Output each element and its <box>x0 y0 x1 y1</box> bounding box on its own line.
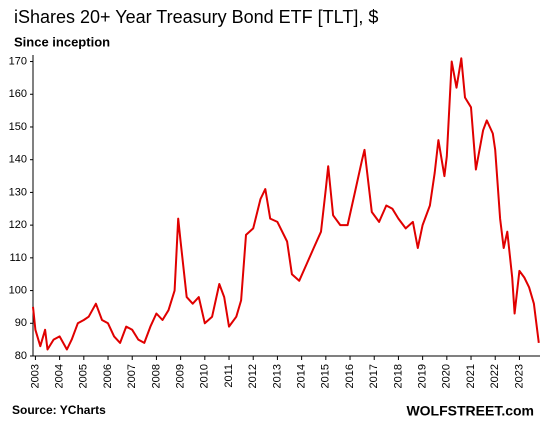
y-tick-label: 160 <box>9 88 27 100</box>
x-tick-label: 2006 <box>102 364 114 388</box>
x-tick-label: 2008 <box>150 364 162 388</box>
x-tick-label: 2005 <box>78 364 90 388</box>
x-tick-label: 2021 <box>465 364 477 388</box>
source: Source: YCharts <box>12 403 106 417</box>
x-tick-label: 2014 <box>296 364 308 388</box>
y-tick-label: 150 <box>9 121 27 133</box>
x-tick-label: 2013 <box>271 364 283 388</box>
x-tick-label: 2011 <box>223 364 235 388</box>
x-tick-label: 2009 <box>175 364 187 388</box>
x-tick-label: 2017 <box>368 364 380 388</box>
x-tick-label: 2018 <box>392 364 404 388</box>
y-tick-label: 80 <box>15 350 27 362</box>
brand: WOLFSTREET.com <box>406 403 534 419</box>
x-tick-label: 2007 <box>126 364 138 388</box>
x-tick-label: 2010 <box>199 364 211 388</box>
x-tick-label: 2004 <box>54 364 66 388</box>
x-tick-label: 2015 <box>320 364 332 388</box>
x-tick-label: 2019 <box>417 364 429 388</box>
line <box>32 57 540 351</box>
y-tick-label: 90 <box>15 317 27 329</box>
y-tick-label: 120 <box>9 219 27 231</box>
y-tick-label: 100 <box>9 284 27 296</box>
chart-subtitle: Since inception <box>14 34 110 49</box>
y-tick-label: 110 <box>9 252 27 264</box>
y-tick-label: 140 <box>9 154 27 166</box>
x-tick-label: 2022 <box>489 364 501 388</box>
x-tick-label: 2023 <box>513 364 525 388</box>
chart-title: iShares 20+ Year Treasury Bond ETF [TLT]… <box>14 7 378 27</box>
y-tick-label: 130 <box>9 186 27 198</box>
x-tick-label: 2016 <box>344 364 356 388</box>
y-tick-label: 170 <box>9 55 27 67</box>
x-tick-label: 2003 <box>29 364 41 388</box>
x-tick-label: 2012 <box>247 364 259 388</box>
x-tick-label: 2020 <box>441 364 453 388</box>
